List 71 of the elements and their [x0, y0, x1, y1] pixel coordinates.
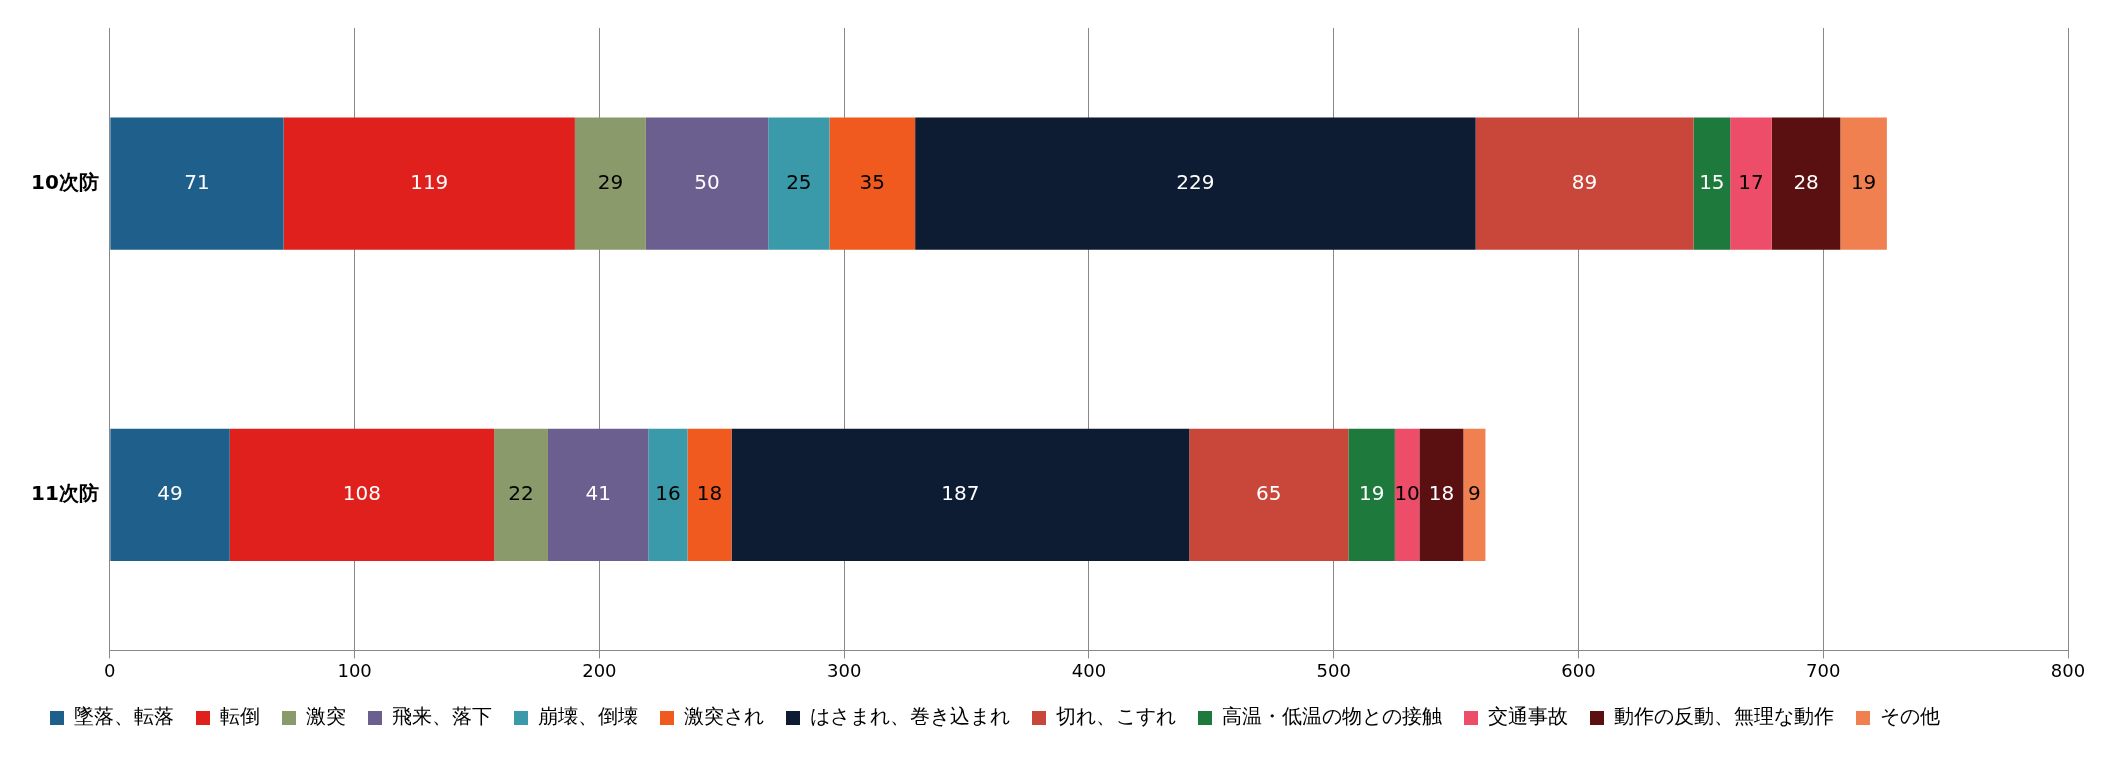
bar — [1463, 428, 1486, 561]
bar — [731, 428, 1190, 561]
x-tick-label: 500 — [1316, 659, 1351, 681]
data-label: 41 — [585, 481, 611, 505]
data-label: 89 — [1571, 169, 1598, 194]
x-tick-label: 800 — [2050, 659, 2086, 681]
data-label: 16 — [655, 481, 681, 505]
data-label: 19 — [1850, 169, 1877, 194]
data-label: 49 — [157, 481, 183, 505]
data-label: 22 — [508, 481, 534, 505]
legend-label: 高温・低温の物との接触 — [1222, 704, 1442, 729]
x-tick-label: 100 — [337, 659, 372, 681]
data-label: 15 — [1699, 169, 1725, 194]
legend-label: 転倒 — [220, 704, 260, 729]
data-label: 119 — [410, 169, 449, 194]
y-tick-label: 10次防 — [30, 169, 99, 194]
bar — [1730, 117, 1772, 250]
legend-label: 崩壊、倒壊 — [538, 704, 638, 729]
x-tick-label: 0 — [104, 659, 116, 681]
legend-label: 墜落、転落 — [74, 704, 174, 729]
data-label: 25 — [786, 169, 812, 194]
data-label: 35 — [859, 169, 886, 194]
bar — [687, 428, 732, 561]
legend-label: 交通事故 — [1488, 704, 1568, 729]
legend-label: はさまれ、巻き込まれ — [810, 704, 1010, 729]
data-label: 18 — [696, 481, 723, 505]
x-tick-label: 600 — [1561, 659, 1596, 681]
data-label: 18 — [1428, 481, 1455, 505]
bar — [1693, 117, 1731, 250]
x-tick-label: 400 — [1071, 659, 1107, 681]
bar — [829, 117, 916, 250]
bar — [283, 117, 575, 250]
bar — [574, 117, 646, 250]
data-label: 19 — [1358, 481, 1385, 505]
data-label: 65 — [1256, 481, 1282, 505]
data-label: 28 — [1793, 169, 1819, 194]
bar — [1348, 428, 1395, 561]
bar — [1840, 117, 1887, 250]
x-tick-label: 700 — [1806, 659, 1841, 681]
bar — [1394, 428, 1420, 561]
x-tick-label: 300 — [826, 659, 862, 681]
x-tick-label: 200 — [582, 659, 617, 681]
legend-label: 激突 — [306, 704, 346, 729]
legend-label: 激突され — [684, 704, 764, 729]
data-label: 29 — [597, 169, 624, 194]
data-label: 17 — [1738, 169, 1764, 194]
data-label: 10 — [1394, 481, 1420, 505]
bar — [915, 117, 1476, 250]
bar — [1419, 428, 1464, 561]
data-label: 9 — [1468, 481, 1481, 505]
legend-label: 動作の反動、無理な動作 — [1614, 704, 1834, 729]
data-label: 187 — [941, 481, 980, 505]
bar — [547, 428, 649, 561]
data-label: 229 — [1176, 169, 1215, 194]
bar — [494, 428, 548, 561]
bar — [110, 428, 230, 561]
bar — [110, 117, 284, 250]
bar — [645, 117, 769, 250]
legend-label: 切れ、こすれ — [1056, 704, 1176, 729]
legend-label: その他 — [1880, 704, 1940, 729]
bar — [1771, 117, 1841, 250]
bar — [768, 117, 830, 250]
bar — [1189, 428, 1349, 561]
legend-label: 飛来、落下 — [392, 704, 492, 729]
bar — [229, 428, 495, 561]
bar — [1475, 117, 1694, 250]
bar — [648, 428, 688, 561]
data-label: 50 — [694, 169, 720, 194]
data-label: 108 — [342, 481, 382, 505]
y-tick-label: 11次防 — [30, 481, 99, 505]
data-label: 71 — [184, 169, 210, 194]
